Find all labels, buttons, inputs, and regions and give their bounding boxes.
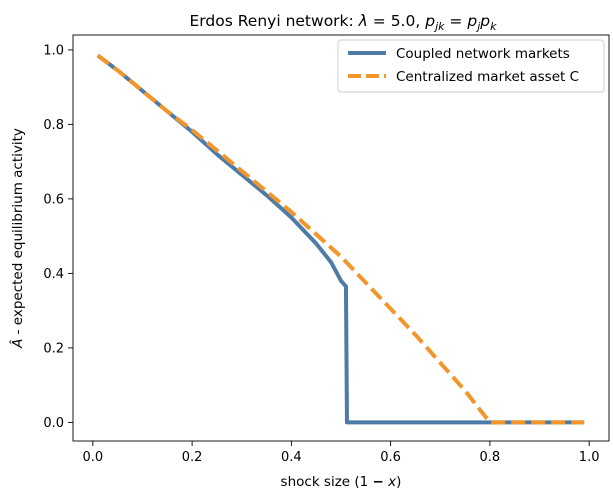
x-tick-label: 1.0 <box>579 450 600 465</box>
title-lambda: λ <box>358 12 368 30</box>
legend-label-centralized: Centralized market asset C <box>396 69 579 85</box>
title-sub-j: j <box>475 20 481 33</box>
legend: Coupled network markets Centralized mark… <box>337 39 605 93</box>
title-eq: = <box>445 12 468 30</box>
y-tick-label: 1.0 <box>43 43 64 58</box>
title-lambda-eq: = 5.0, <box>368 12 425 30</box>
y-tick-label: 0.0 <box>43 416 64 431</box>
xlabel-x: x <box>387 474 397 490</box>
plot-frame <box>72 34 610 442</box>
title-p3: p <box>479 12 490 30</box>
y-tick-label: 0.4 <box>43 267 64 282</box>
legend-label-coupled: Coupled network markets <box>396 46 570 62</box>
ylabel-symbol: Â <box>8 339 26 349</box>
title-prefix: Erdos Renyi network: <box>190 12 359 30</box>
chart-title: Erdos Renyi network: λ = 5.0, pjk = pjpk <box>190 12 498 33</box>
y-tick-label: 0.2 <box>43 341 64 356</box>
x-tick-label: 0.8 <box>480 450 501 465</box>
xlabel-minus: − <box>373 474 384 490</box>
x-axis-ticks: 0.0 0.2 0.4 0.6 0.8 1.0 <box>83 441 600 465</box>
x-tick-label: 0.4 <box>281 450 302 465</box>
series-line-coupled <box>96 53 585 425</box>
xlabel-prefix: shock size (1 <box>281 474 373 490</box>
title-sub-k: k <box>490 20 497 33</box>
legend-box <box>337 39 605 93</box>
y-tick-label: 0.8 <box>43 118 64 133</box>
plot-area <box>73 35 609 441</box>
x-tick-label: 0.6 <box>380 450 401 465</box>
y-tick-label: 0.6 <box>43 192 64 207</box>
title-p1: p <box>424 12 435 30</box>
series-line-centralized <box>96 53 585 425</box>
series-layer <box>96 53 585 425</box>
y-axis-ticks: 0.0 0.2 0.4 0.6 0.8 1.0 <box>43 43 73 431</box>
x-tick-label: 0.0 <box>83 450 104 465</box>
title-sub-jk: jk <box>433 20 445 33</box>
y-axis-label: Â - expected equilibrium activity <box>8 128 26 349</box>
xlabel-suffix: ) <box>396 474 401 490</box>
title-p2: p <box>466 12 477 30</box>
x-tick-label: 0.2 <box>182 450 203 465</box>
ylabel-rest: - expected equilibrium activity <box>10 128 26 339</box>
x-axis-label: shock size (1 − x) <box>281 474 402 490</box>
